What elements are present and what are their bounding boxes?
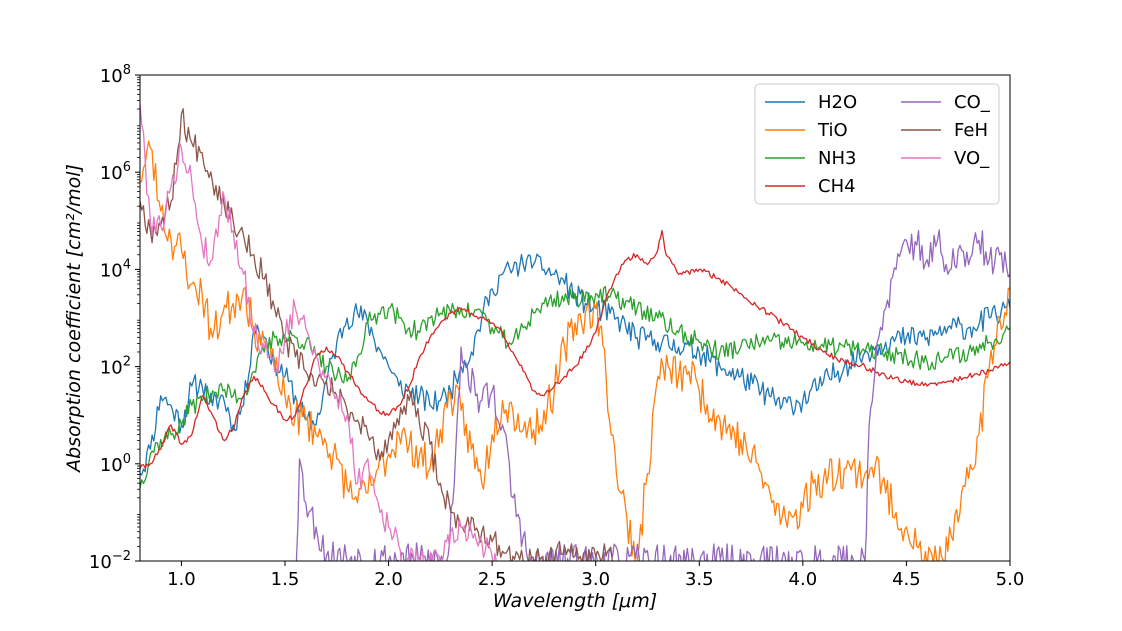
series-line-h2o [140,253,1010,476]
legend-label: VO_ [954,148,990,169]
series-line-ch4 [140,229,1010,469]
y-tick-label: 100 [100,452,131,476]
y-axis: 10−2 100 102 104 106 108 [89,63,140,573]
series-layer [140,104,1010,561]
x-tick-label: 1.0 [167,569,196,590]
series-line-co [295,229,1010,561]
legend: H2O TiO NH3 CH4 CO_ FeH VO_ [754,83,1000,205]
series-line-feh [140,108,613,561]
legend-label: FeH [954,120,988,141]
x-tick-label: 2.0 [374,569,403,590]
y-tick-label: 106 [100,160,131,184]
legend-label: CH4 [818,176,856,197]
legend-label: NH3 [818,148,856,169]
x-tick-label: 3.5 [685,569,714,590]
x-axis: 1.0 1.5 2.0 2.5 3.0 3.5 4.0 4.5 5.0 [167,561,1024,590]
legend-label: H2O [818,92,857,113]
legend-box [754,83,1000,205]
x-tick-label: 4.5 [892,569,921,590]
legend-label: CO_ [954,92,991,113]
x-tick-label: 5.0 [996,569,1025,590]
legend-label: TiO [817,120,848,141]
series-line-vo [140,104,497,561]
y-axis-label: Absorption coefficient [cm²/mol] [63,164,85,474]
series-line-nh3 [140,285,1010,489]
x-tick-label: 4.0 [789,569,818,590]
x-tick-label: 2.5 [478,569,507,590]
plot-frame [139,74,1011,562]
y-tick-label: 104 [100,257,131,281]
series-line-tio [140,140,1010,561]
x-tick-label: 3.0 [581,569,610,590]
y-tick-label: 108 [100,63,131,87]
x-tick-label: 1.5 [271,569,300,590]
y-tick-label: 10−2 [89,549,131,573]
y-tick-label: 102 [100,355,131,379]
x-axis-label: Wavelength [μm] [493,590,657,612]
